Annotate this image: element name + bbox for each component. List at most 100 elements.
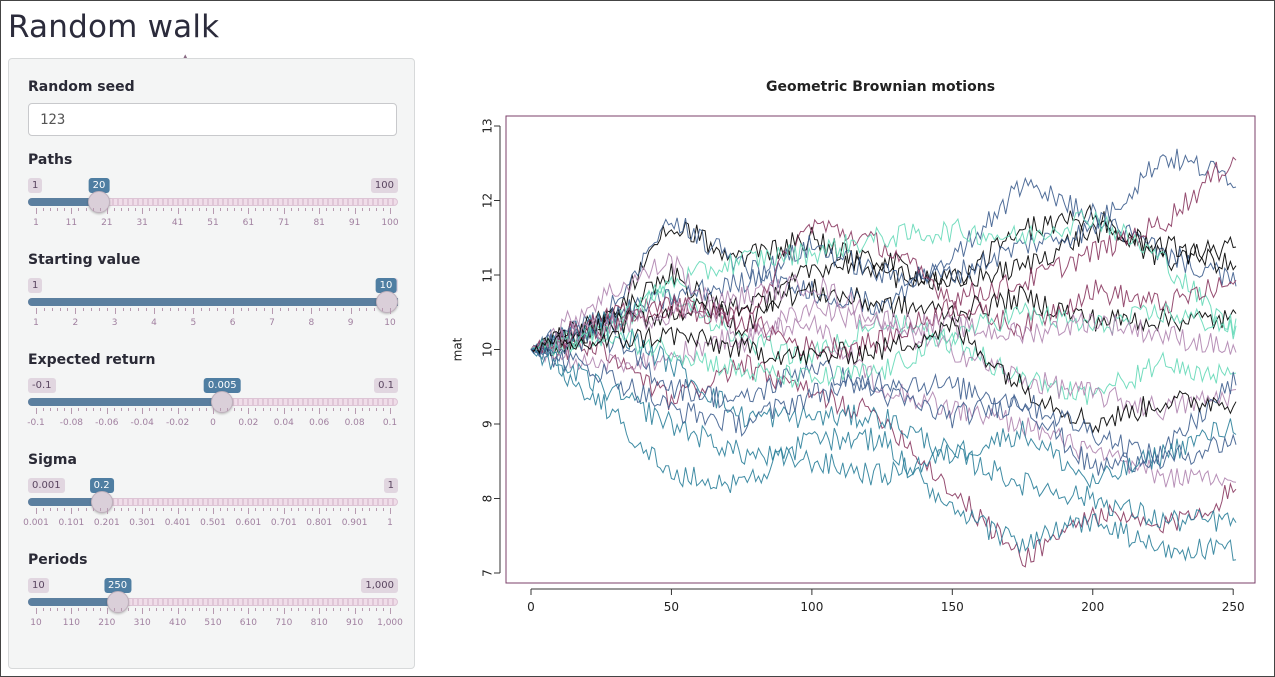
x-tick-label: 0 <box>527 600 535 611</box>
plot-frame <box>505 115 1256 584</box>
slider-tick-label: 10 <box>384 318 396 328</box>
slider-tick-label: 510 <box>204 618 222 628</box>
series-line-7 <box>530 220 1237 354</box>
slider-sigma[interactable]: 0.001 1 0.2 0.001 0.101 0.201 0.301 0.401 0.501 0… <box>23 478 398 546</box>
y-tick-label: 11 <box>481 267 495 282</box>
slider-min-label: 1 <box>28 178 43 193</box>
y-tick-label: 8 <box>481 495 495 503</box>
brownian-motion-chart: Geometric Brownian motions 0 50 100 150 200 25… <box>451 79 1256 614</box>
slider-value-label: 10 <box>375 278 397 293</box>
random-seed-input[interactable] <box>28 103 397 136</box>
slider-handle[interactable] <box>376 291 398 313</box>
app-title: Random walk <box>8 9 220 45</box>
y-axis-label: mat <box>451 337 465 361</box>
slider-label-periods: Periods <box>28 552 88 568</box>
series-line-10 <box>530 209 1237 355</box>
series-line-17 <box>530 273 1237 355</box>
slider-handle[interactable] <box>211 391 234 413</box>
slider-starting_value[interactable]: 1101012345678910 <box>28 278 398 346</box>
slider-label-sigma: Sigma <box>28 452 77 468</box>
series-line-8 <box>530 148 1237 350</box>
slider-tick-label: 100 <box>381 218 399 228</box>
x-tick-label: 150 <box>941 600 964 611</box>
slider-tick-label: 9 <box>347 318 354 328</box>
slider-max-label: 0.1 <box>374 378 398 393</box>
slider-tick-label: 41 <box>171 218 184 228</box>
slider-value-label: 250 <box>103 578 132 593</box>
slider-periods[interactable]: 10 1,000 250 10 110 210 310 410 510 610 710 810 910 1… <box>28 578 403 646</box>
slider-tick-label: 410 <box>169 618 187 628</box>
random-seed-label: Random seed <box>28 79 135 95</box>
slider-tick-label: 0.401 <box>164 518 191 528</box>
slider-tick-label: 8 <box>308 318 315 328</box>
slider-min-label: 0.001 <box>28 478 65 493</box>
slider-tick-label: 610 <box>239 618 257 628</box>
y-tick-label: 7 <box>481 569 495 577</box>
x-tick-label: 200 <box>1081 600 1104 611</box>
slider-tick-label: -0.02 <box>165 418 190 428</box>
slider-handle[interactable] <box>106 591 129 613</box>
series-line-15 <box>530 277 1237 361</box>
slider-label-paths: Paths <box>28 152 73 168</box>
series-line-1 <box>530 203 1237 357</box>
y-tick-label: 12 <box>481 193 495 208</box>
series-line-14 <box>530 326 1237 476</box>
slider-tick-label: -0.04 <box>130 418 154 428</box>
slider-min-label: 1 <box>28 278 43 293</box>
slider-tick-label: 91 <box>348 218 361 228</box>
y-tick-label: 9 <box>481 420 495 428</box>
slider-tick-label: 0 <box>210 418 216 428</box>
slider-tick-label: 0.06 <box>309 418 330 428</box>
slider-tick-label: 1 <box>387 518 393 528</box>
slider-tick-label: 0.04 <box>273 418 294 428</box>
slider-tick-label: 0.801 <box>306 518 333 528</box>
slider-tick-label: -0.08 <box>59 418 84 428</box>
slider-fill <box>28 398 223 406</box>
series-line-13 <box>530 278 1237 353</box>
slider-handle[interactable] <box>90 491 113 513</box>
y-tick-label: 13 <box>481 118 495 133</box>
chart-title: Geometric Brownian motions <box>766 79 995 95</box>
slider-tick-label: 710 <box>275 618 293 628</box>
slider-tick-label: 0.601 <box>235 518 262 528</box>
slider-ticks: 1 2 3 4 5 6 7 8 9 10 <box>28 308 398 328</box>
slider-fill <box>28 598 118 606</box>
slider-tick-label: 0.02 <box>238 418 259 428</box>
slider-tick-label: 21 <box>101 218 113 228</box>
series-line-6 <box>530 349 1237 562</box>
slider-tick-label: 110 <box>62 618 80 628</box>
x-tick-label: 50 <box>664 600 679 611</box>
slider-tick-label: 31 <box>136 218 148 228</box>
slider-label-starting_value: Starting value <box>28 252 141 268</box>
slider-min-label: 10 <box>28 578 49 593</box>
slider-tick-label: 61 <box>242 218 255 228</box>
slider-value-label: 0.2 <box>89 478 114 493</box>
slider-tick-label: 6 <box>229 318 236 328</box>
slider-tick-label: 810 <box>310 618 328 628</box>
slider-value-label: 0.005 <box>203 378 241 393</box>
slider-tick-label: 910 <box>346 618 364 628</box>
slider-tick-label: 0.901 <box>341 518 368 528</box>
slider-tick-label: -0.06 <box>95 418 119 428</box>
slider-fill <box>28 198 100 206</box>
slider-tick-label: 1 <box>33 318 39 328</box>
slider-ticks: 0.001 0.101 0.201 0.301 0.401 0.501 0.601 0.701… <box>23 508 398 528</box>
series-line-19 <box>530 315 1237 434</box>
slider-tick-label: 10 <box>30 618 42 628</box>
series-line-11 <box>531 252 1237 421</box>
series-line-12 <box>530 311 1237 532</box>
slider-tick-label: 5 <box>190 318 197 328</box>
slider-fill <box>28 498 102 506</box>
slider-handle[interactable] <box>88 191 111 213</box>
slider-tick-label: 81 <box>313 218 325 228</box>
slider-tick-label: 71 <box>278 218 290 228</box>
series-line-18 <box>530 346 1237 489</box>
slider-paths[interactable]: 1 100 20 1 11 21 31 41 51 61 71 81 91 100 <box>28 178 399 246</box>
slider-tick-label: 1,000 <box>377 618 403 628</box>
slider-tick-label: 310 <box>133 618 151 628</box>
slider-tick-label: 7 <box>269 318 275 328</box>
slider-tick-label: 11 <box>65 218 78 228</box>
y-tick-label: 10 <box>481 342 495 357</box>
slider-expected_return[interactable]: -0.1 0.1 0.005 -0.1 -0.08 -0.06 -0.04 -0.02 0 0.0… <box>27 378 398 446</box>
